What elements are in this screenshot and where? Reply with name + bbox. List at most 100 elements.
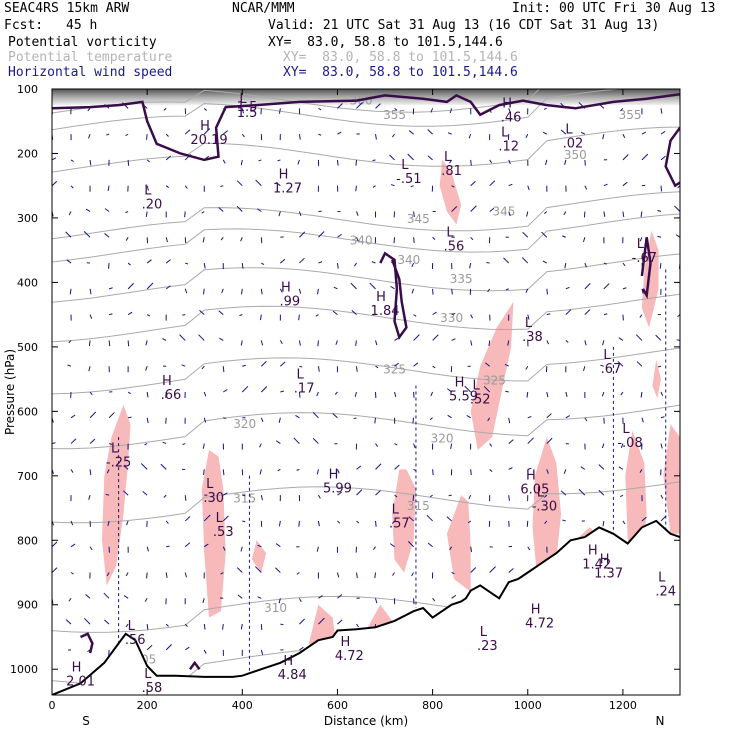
wind-vector bbox=[449, 159, 453, 164]
wind-vector bbox=[298, 391, 301, 398]
wind-vector bbox=[470, 469, 472, 476]
wind-vector bbox=[142, 491, 148, 496]
isentrope-label-345: 345 bbox=[407, 212, 430, 226]
wind-vector bbox=[508, 108, 511, 113]
wind-vector bbox=[299, 365, 303, 368]
wind-vector bbox=[525, 133, 529, 138]
wind-vector bbox=[546, 313, 551, 316]
wind-vector bbox=[277, 468, 281, 472]
wind-vector bbox=[67, 364, 72, 367]
wind-vector bbox=[560, 129, 567, 135]
wind-vector bbox=[318, 261, 323, 264]
extremum-type-4: H bbox=[281, 280, 291, 295]
extremum-value-4: .99 bbox=[280, 294, 301, 309]
wind-vector bbox=[527, 185, 530, 191]
wind-vector bbox=[222, 159, 226, 164]
y-tick-label-100: 100 bbox=[17, 83, 38, 96]
wind-vector bbox=[375, 103, 381, 109]
y-tick-label-900: 900 bbox=[17, 599, 38, 612]
y-tick-label-800: 800 bbox=[17, 534, 38, 547]
wind-vector bbox=[522, 231, 529, 238]
wind-vector bbox=[83, 617, 91, 625]
low-pv-region-3 bbox=[392, 469, 416, 573]
wind-vector bbox=[430, 391, 434, 397]
wind-vector bbox=[411, 288, 415, 294]
wind-vector bbox=[337, 619, 343, 625]
wind-vector bbox=[219, 337, 224, 341]
pv-small-contour-1 bbox=[379, 251, 408, 340]
wind-vector bbox=[107, 520, 110, 527]
wind-vector bbox=[394, 107, 398, 111]
wind-vector bbox=[564, 262, 567, 269]
x-tick-label-800: 800 bbox=[422, 699, 443, 712]
isentrope-label-320: 320 bbox=[233, 417, 256, 431]
wind-vector bbox=[184, 572, 187, 578]
wind-vector bbox=[487, 417, 491, 422]
wind-vector bbox=[146, 314, 151, 317]
isentrope-345 bbox=[52, 191, 680, 240]
wind-vector bbox=[318, 231, 325, 238]
extremum-type-0: H bbox=[200, 119, 210, 134]
wind-vector bbox=[601, 443, 605, 449]
wind-vector bbox=[184, 185, 188, 189]
wind-vector bbox=[125, 572, 129, 577]
wind-vector bbox=[218, 207, 224, 212]
wind-vector bbox=[546, 340, 550, 345]
wind-vector bbox=[260, 340, 264, 346]
wind-vector bbox=[469, 262, 472, 269]
isentrope-350 bbox=[52, 126, 680, 173]
y-tick-label-500: 500 bbox=[17, 341, 38, 354]
wind-vector bbox=[182, 443, 186, 446]
extremum-type-36: L bbox=[658, 570, 666, 585]
extremum-type-33: L bbox=[480, 625, 488, 640]
wind-vector bbox=[505, 390, 509, 393]
x-tick-label-200: 200 bbox=[137, 699, 158, 712]
wind-vector bbox=[89, 159, 92, 166]
wind-vector bbox=[52, 541, 58, 548]
wind-vector bbox=[432, 311, 437, 316]
wind-vector bbox=[163, 107, 167, 111]
wind-vector bbox=[603, 283, 610, 290]
wind-vector bbox=[582, 237, 586, 243]
wind-vector bbox=[640, 391, 643, 398]
wind-vector bbox=[427, 542, 433, 548]
wind-vector bbox=[659, 263, 662, 269]
extremum-value-7: -.25 bbox=[106, 455, 131, 470]
extremum-type-13: L bbox=[401, 158, 409, 173]
wind-vector bbox=[242, 520, 246, 523]
wind-vector bbox=[144, 598, 148, 602]
wind-vector bbox=[337, 233, 342, 238]
extremum-value-35: 2.01 bbox=[66, 675, 95, 690]
wind-vector bbox=[87, 108, 91, 112]
wind-vector bbox=[448, 494, 452, 497]
wind-vector bbox=[369, 282, 376, 290]
wind-vector bbox=[163, 494, 167, 498]
wind-vector bbox=[275, 543, 281, 548]
wind-vector bbox=[622, 262, 626, 267]
extremum-value-32: 4.72 bbox=[335, 649, 364, 664]
wind-vector bbox=[545, 159, 548, 165]
wind-vector bbox=[127, 282, 135, 290]
wind-vector bbox=[52, 180, 58, 187]
wind-vector bbox=[108, 287, 113, 290]
wind-vector bbox=[622, 154, 629, 161]
wind-vector bbox=[336, 469, 340, 474]
wind-vector bbox=[470, 314, 473, 319]
extremum-type-28: H bbox=[502, 97, 512, 112]
isentrope-335 bbox=[52, 253, 680, 303]
wind-vector bbox=[335, 340, 338, 345]
wind-vector bbox=[52, 157, 57, 161]
wind-vector bbox=[312, 438, 319, 444]
extremum-type-23: H bbox=[588, 543, 598, 558]
x-tick-label-1200: 1200 bbox=[609, 699, 637, 712]
extremum-type-24: H bbox=[600, 552, 610, 567]
y-tick-label-200: 200 bbox=[17, 147, 38, 160]
wind-vector bbox=[222, 546, 226, 551]
extremum-type-22: L bbox=[537, 485, 545, 500]
wind-vector bbox=[184, 288, 188, 294]
terrain-line bbox=[52, 519, 680, 695]
wind-vector bbox=[372, 159, 376, 162]
wind-vector bbox=[375, 340, 378, 346]
wind-vector bbox=[127, 311, 133, 316]
wind-vector bbox=[223, 417, 227, 419]
